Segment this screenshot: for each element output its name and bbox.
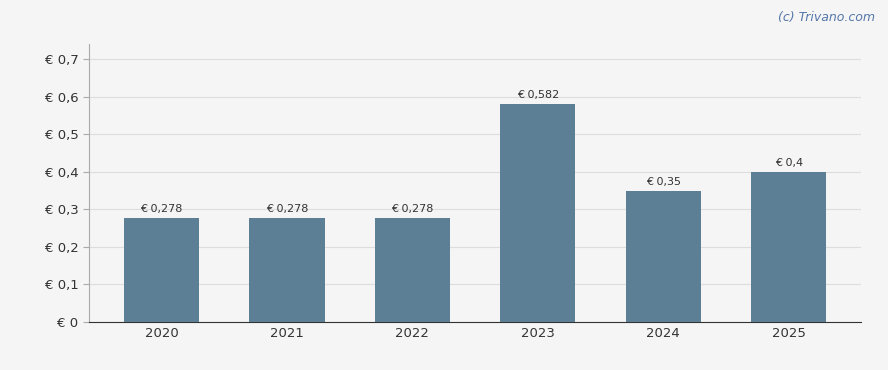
Text: € 0,278: € 0,278 (266, 204, 308, 214)
Text: (c) Trivano.com: (c) Trivano.com (778, 11, 875, 24)
Text: € 0,4: € 0,4 (774, 158, 803, 168)
Bar (751, 172, 826, 322)
Bar (375, 218, 450, 322)
Bar (124, 218, 199, 322)
Text: € 0,582: € 0,582 (517, 90, 559, 100)
Text: € 0,35: € 0,35 (646, 177, 681, 187)
Bar (625, 191, 701, 322)
Text: € 0,278: € 0,278 (140, 204, 183, 214)
Bar (250, 218, 325, 322)
Text: € 0,278: € 0,278 (392, 204, 433, 214)
Bar (500, 104, 575, 322)
